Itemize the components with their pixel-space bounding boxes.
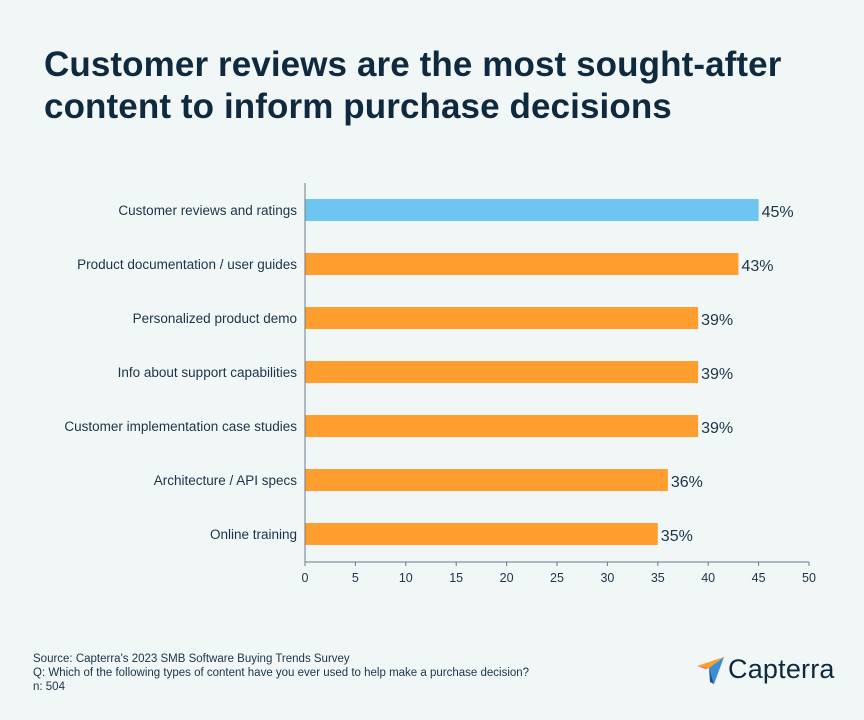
bar — [305, 361, 699, 383]
x-tick-label: 15 — [449, 571, 463, 585]
value-label: 36% — [671, 474, 703, 491]
x-tick-label: 10 — [399, 571, 413, 585]
x-tick-label: 30 — [600, 571, 614, 585]
x-tick-label: 5 — [352, 571, 359, 585]
capterra-logo: Capterra — [697, 654, 835, 685]
x-tick-label: 50 — [802, 571, 816, 585]
bar — [305, 469, 668, 491]
category-label: Customer implementation case studies — [64, 419, 297, 434]
x-tick-label: 40 — [701, 571, 715, 585]
category-label: Customer reviews and ratings — [118, 203, 297, 218]
x-tick-label: 20 — [500, 571, 514, 585]
logo-text: Capterra — [728, 654, 835, 684]
category-label: Info about support capabilities — [118, 365, 298, 380]
category-label: Product documentation / user guides — [77, 257, 297, 272]
value-label: 39% — [701, 420, 733, 437]
value-label: 39% — [701, 366, 733, 383]
value-label: 45% — [762, 204, 794, 221]
question-note: Q: Which of the following types of conte… — [33, 667, 530, 679]
bar — [305, 415, 699, 437]
bar — [305, 523, 658, 545]
value-label: 39% — [701, 312, 733, 329]
x-tick-label: 45 — [752, 571, 766, 585]
source-note: Source: Capterra's 2023 SMB Software Buy… — [33, 653, 350, 665]
category-label: Personalized product demo — [133, 311, 297, 326]
x-tick-label: 25 — [550, 571, 564, 585]
value-label: 35% — [661, 528, 693, 545]
bar — [305, 307, 699, 329]
x-tick-label: 35 — [651, 571, 665, 585]
page-title: Customer reviews are the most sought-aft… — [44, 45, 782, 126]
category-label: Online training — [210, 527, 297, 542]
x-tick-label: 0 — [302, 571, 309, 585]
bar — [305, 199, 759, 221]
bar — [305, 253, 739, 275]
footer: Source: Capterra's 2023 SMB Software Buy… — [33, 652, 529, 694]
capterra-arrow-icon — [697, 656, 724, 684]
sample-size: n: 504 — [33, 681, 65, 693]
bar-chart: Customer reviews and ratings 45% Product d… — [64, 183, 816, 585]
category-label: Architecture / API specs — [154, 473, 298, 488]
value-label: 43% — [741, 258, 773, 275]
